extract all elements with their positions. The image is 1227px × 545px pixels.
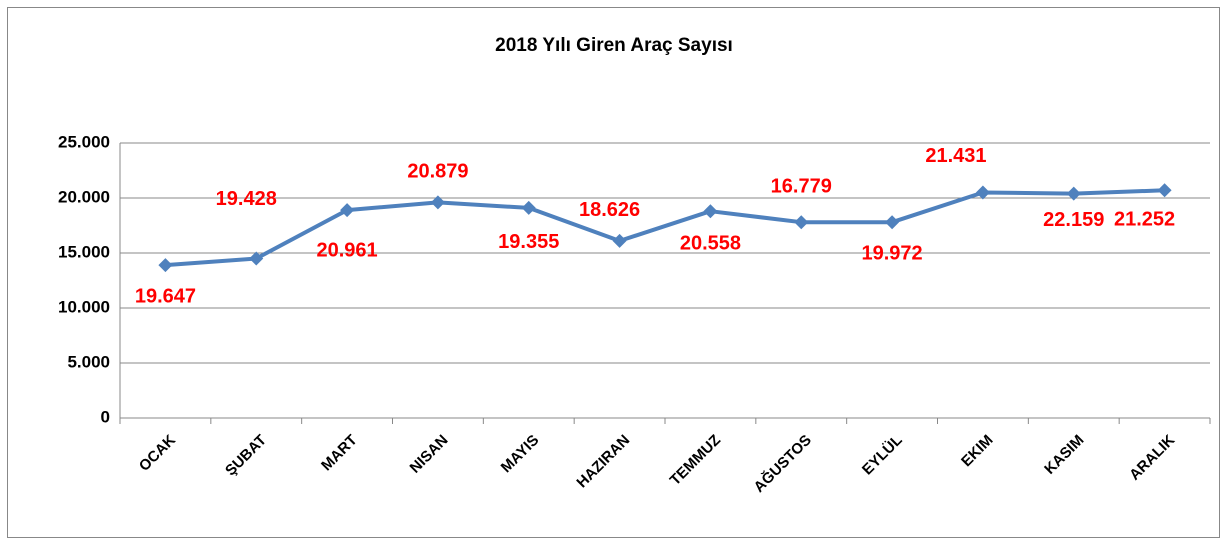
marker [703, 204, 718, 219]
y-tick-label: 10.000 [58, 297, 110, 316]
marker [521, 200, 536, 215]
chart-title: 2018 Yılı Giren Araç Sayısı [495, 35, 733, 56]
y-tick-label: 25.000 [58, 132, 110, 151]
annotation: 18.626 [579, 199, 640, 221]
annotation: 20.558 [680, 232, 741, 254]
annotation: 20.961 [316, 239, 377, 261]
marker [430, 195, 445, 210]
marker [612, 233, 627, 248]
y-tick-label: 20.000 [58, 187, 110, 206]
y-tick-label: 5.000 [67, 352, 110, 371]
marker [1157, 183, 1172, 198]
marker [158, 258, 173, 273]
annotation: 19.972 [861, 242, 922, 264]
y-tick-label: 15.000 [58, 242, 110, 261]
annotation: 21.431 [925, 145, 986, 167]
annotation: 22.159 [1043, 209, 1104, 231]
marker [249, 251, 264, 266]
annotation: 19.355 [498, 231, 559, 253]
line [165, 188, 1165, 268]
chart-frame [7, 7, 1220, 538]
annotation: 20.879 [407, 161, 468, 183]
marker [340, 203, 355, 218]
annotation: 16.779 [771, 175, 832, 197]
marker [885, 215, 900, 230]
annotation: 19.428 [216, 188, 277, 210]
y-tick-label: 0 [101, 407, 110, 426]
marker [975, 185, 990, 200]
annotation: 21.252 [1114, 209, 1175, 231]
annotation: 19.647 [135, 285, 196, 307]
marker [1066, 186, 1081, 201]
marker [794, 215, 809, 230]
